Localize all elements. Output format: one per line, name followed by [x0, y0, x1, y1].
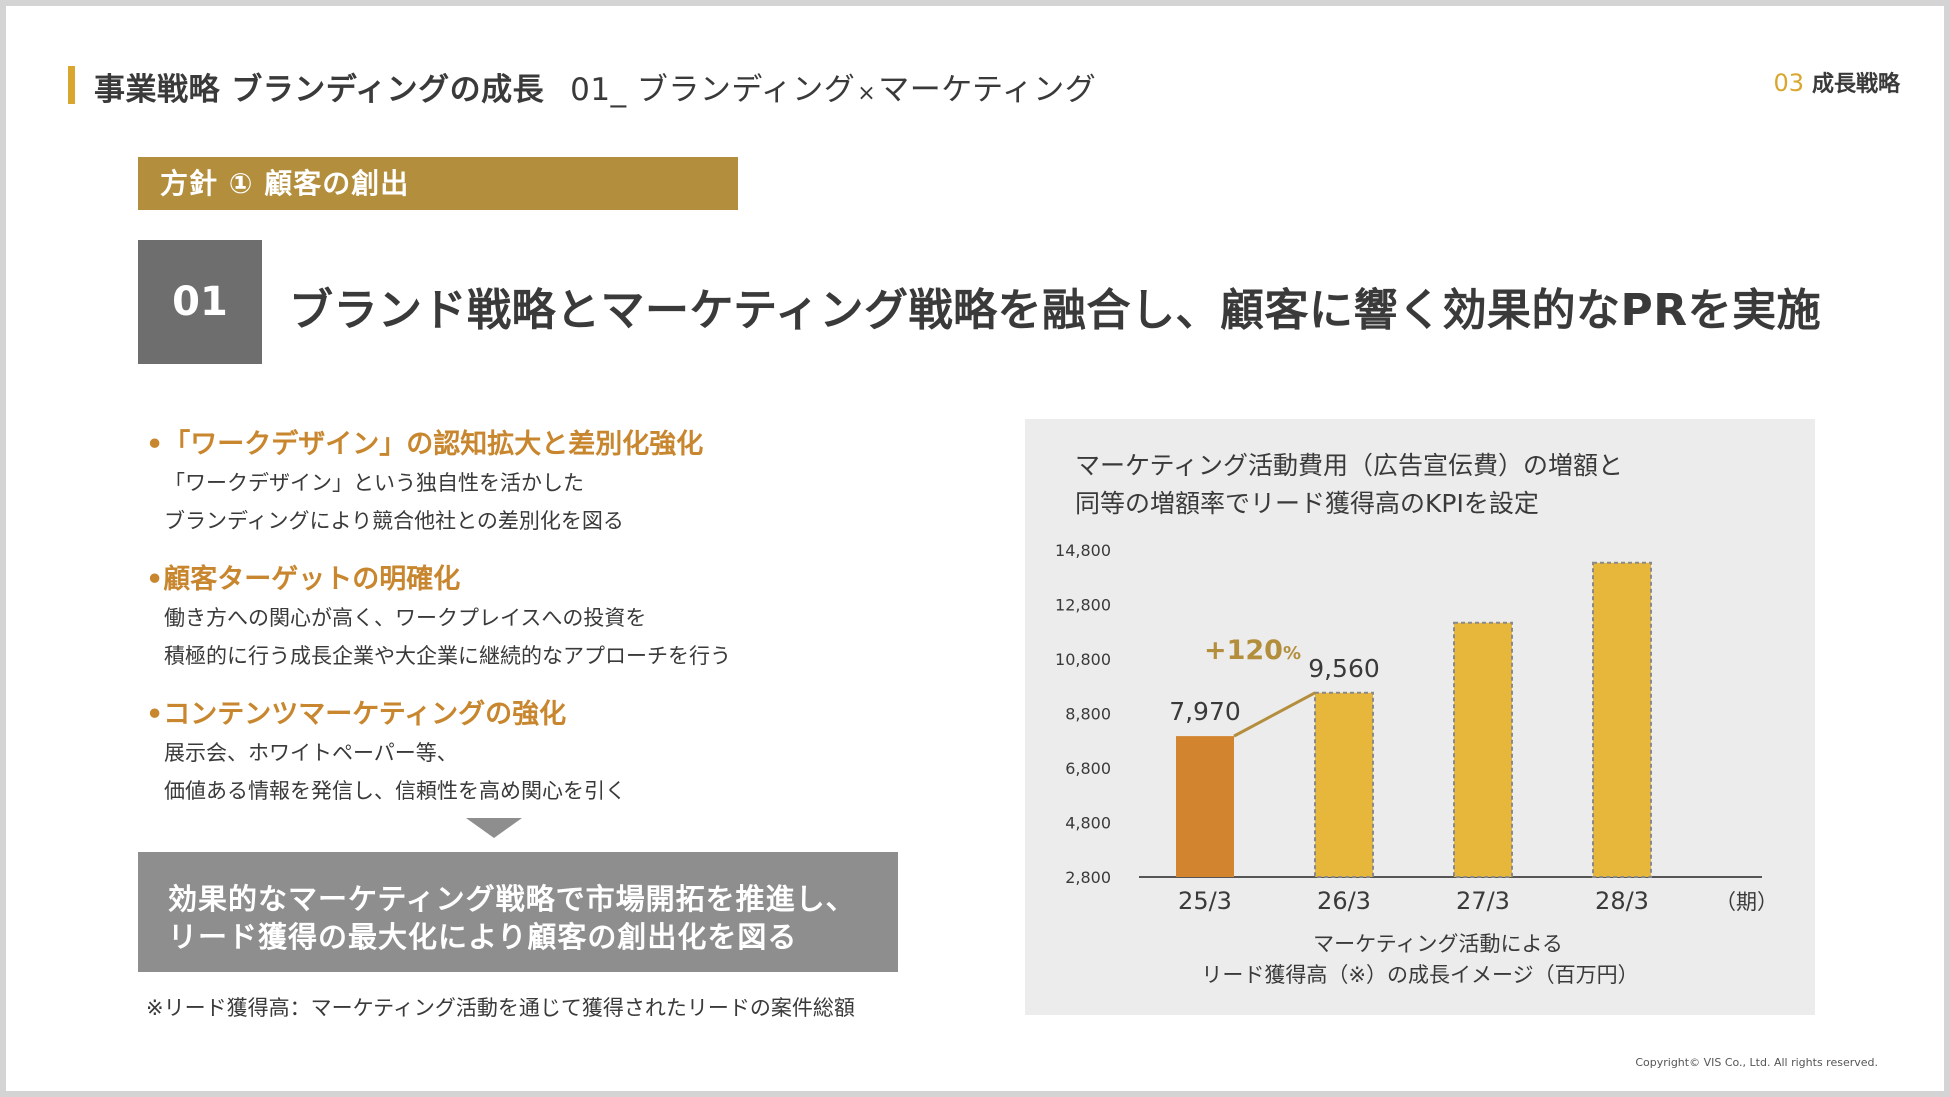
point-desc-line: ブランディングにより競合他社との差別化を図る — [164, 509, 624, 533]
y-tick-label: 12,800 — [1055, 596, 1111, 615]
growth-value: +120 — [1204, 635, 1283, 666]
lead-growth-bar-chart: 2,800 4,800 6,800 8,800 10,800 12,800 14,800 25… — [1055, 541, 1778, 987]
point-desc-3: 展示会、ホワイトペーパー等、 価値ある情報を発信し、信頼性を高め関心を引く — [164, 734, 626, 810]
data-label: 9,560 — [1308, 654, 1380, 683]
point-desc-2: 働き方への関心が高く、ワークプレイスへの投資を 積極的に行う成長企業や大企業に継… — [164, 599, 731, 675]
item-headline: ブランド戦略とマーケティング戦略を融合し、顧客に響く効果的なPRを実施 — [289, 285, 1822, 336]
page-subtitle: 01_ ブランディング×マーケティング — [570, 72, 1096, 108]
data-label: 7,970 — [1169, 697, 1241, 726]
callout-line-2: リード獲得の最大化により顧客の創出化を図る — [168, 920, 798, 954]
growth-connector-line — [1233, 691, 1316, 738]
summary-callout: 効果的なマーケティング戦略で市場開拓を推進し、 リード獲得の最大化により顧客の創… — [138, 852, 898, 972]
y-tick-label: 8,800 — [1065, 705, 1111, 724]
slide: 事業戦略 ブランディングの成長 01_ ブランディング×マーケティング 03 成長戦… — [6, 6, 1944, 1091]
point-title-2: •顧客ターゲットの明確化 — [146, 564, 461, 595]
y-tick-label: 4,800 — [1065, 814, 1111, 833]
y-tick-label: 6,800 — [1065, 759, 1111, 778]
section-number: 03 — [1773, 69, 1804, 97]
footnote: ※リード獲得高：マーケティング活動を通じて獲得されたリードの案件総額 — [146, 996, 855, 1020]
header-accent-bar — [68, 66, 75, 104]
page-title: 事業戦略 ブランディングの成長 01_ ブランディング×マーケティング — [94, 64, 1096, 109]
down-arrow-icon — [466, 818, 522, 838]
x-tick-label: 28/3 — [1595, 887, 1649, 915]
bar-25-3 — [1176, 736, 1234, 877]
point-desc-line: 積極的に行う成長企業や大企業に継続的なアプローチを行う — [164, 644, 731, 668]
x-tick-label: 27/3 — [1456, 887, 1510, 915]
growth-annotation: +120% — [1204, 635, 1301, 666]
callout-line-1: 効果的なマーケティング戦略で市場開拓を推進し、 — [168, 882, 856, 916]
page-subtitle-pre: 01_ ブランディング — [570, 72, 856, 108]
page-title-main: 事業戦略 ブランディングの成長 — [94, 72, 545, 108]
point-title-1: •「ワークデザイン」の認知拡大と差別化強化 — [146, 429, 704, 460]
point-desc-line: 価値ある情報を発信し、信頼性を高め関心を引く — [164, 779, 626, 803]
copyright: Copyright© VIS Co., Ltd. All rights rese… — [1635, 1056, 1878, 1069]
times-sign: × — [857, 81, 877, 106]
item-number-box: 01 — [138, 240, 262, 364]
y-tick-label: 2,800 — [1065, 868, 1111, 887]
point-desc-line: 「ワークデザイン」という独自性を活かした — [164, 471, 584, 495]
point-title-3: •コンテンツマーケティングの強化 — [146, 699, 567, 730]
chart-panel-title-line-1: マーケティング活動費用（広告宣伝費）の増額と — [1075, 451, 1624, 480]
x-axis-unit: （期） — [1715, 890, 1778, 914]
section-indicator: 03 成長戦略 — [1773, 66, 1900, 98]
x-tick-label: 26/3 — [1317, 887, 1371, 915]
section-label: 成長戦略 — [1811, 72, 1900, 97]
chart-panel-title-line-2: 同等の増額率でリード獲得高のKPIを設定 — [1075, 489, 1539, 518]
x-axis-label-line-2: リード獲得高（※）の成長イメージ（百万円） — [1201, 963, 1638, 987]
bar-28-3 — [1592, 561, 1652, 878]
y-tick-label: 14,800 — [1055, 541, 1111, 560]
point-desc-1: 「ワークデザイン」という独自性を活かした ブランディングにより競合他社との差別化… — [164, 464, 624, 540]
x-tick-label: 25/3 — [1178, 887, 1232, 915]
bar-27-3 — [1453, 621, 1513, 878]
x-axis-label-line-1: マーケティング活動による — [1313, 932, 1563, 956]
point-desc-line: 働き方への関心が高く、ワークプレイスへの投資を — [164, 606, 647, 630]
chart-panel: マーケティング活動費用（広告宣伝費）の増額と 同等の増額率でリード獲得高のKPI… — [1025, 419, 1815, 1015]
policy-banner: 方針 ① 顧客の創出 — [138, 157, 738, 210]
chart-panel-title: マーケティング活動費用（広告宣伝費）の増額と 同等の増額率でリード獲得高のKPI… — [1075, 447, 1623, 523]
point-desc-line: 展示会、ホワイトペーパー等、 — [164, 741, 458, 765]
y-tick-label: 10,800 — [1055, 650, 1111, 669]
page-subtitle-post: マーケティング — [878, 72, 1097, 108]
growth-unit: % — [1283, 643, 1301, 664]
bar-26-3 — [1314, 691, 1374, 879]
